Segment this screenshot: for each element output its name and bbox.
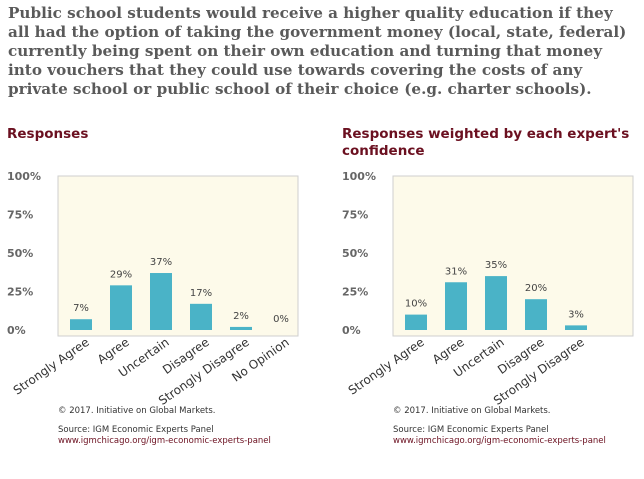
data-label: 29% [110,269,132,280]
bar [150,273,172,330]
x-tick-label: Strongly Agree [11,335,92,398]
y-tick-label: 25% [342,286,368,299]
data-label: 0% [273,314,289,325]
copyright-text: © 2017. Initiative on Global Markets. [58,406,216,416]
data-label: 17% [190,288,212,299]
data-label: 31% [445,266,467,277]
y-tick-label: 50% [342,247,368,260]
source-text: Source: IGM Economic Experts Panel [393,425,549,435]
responses-panel: Responses 100% 75% 50% 25% 0% 7% Strongly Agre… [7,126,307,476]
bar [445,282,467,330]
y-tick-label: 25% [7,286,33,299]
bar [525,299,547,330]
plot-area [392,175,634,337]
y-tick-label: 100% [342,170,376,183]
bar [230,326,252,330]
y-tick-label: 0% [7,324,26,337]
chart-title: Responses [7,126,89,142]
y-tick-label: 75% [7,209,33,222]
weighted-responses-chart: 100%75%50%25%0%10%Strongly Agree31%Agree… [342,170,634,408]
source-text: Source: IGM Economic Experts Panel [58,425,214,435]
data-label: 35% [485,260,507,271]
credits: © 2017. Initiative on Global Markets. So… [393,406,633,447]
responses-chart: 100%75%50%25%0%7%Strongly Agree29%Agree3… [7,170,299,408]
y-tick-label: 50% [7,247,33,260]
credits: © 2017. Initiative on Global Markets. So… [58,406,298,447]
bar [190,303,212,330]
data-label: 3% [568,309,584,320]
bar [70,319,92,330]
bar [485,276,507,330]
data-label: 37% [150,257,172,268]
source-link[interactable]: www.igmchicago.org/igm-economic-experts-… [58,436,271,446]
chart-title: Responses weighted by each expert's conf… [342,126,630,159]
y-tick-label: 0% [342,324,361,337]
data-label: 20% [525,283,547,294]
copyright-text: © 2017. Initiative on Global Markets. [393,406,551,416]
x-tick-label: Strongly Agree [346,335,427,398]
data-label: 2% [233,311,249,322]
plot-area [57,175,299,337]
data-label: 10% [405,299,427,310]
source-link[interactable]: www.igmchicago.org/igm-economic-experts-… [393,436,606,446]
data-label: 7% [73,303,89,314]
y-tick-label: 75% [342,209,368,222]
weighted-responses-panel: Responses weighted by each expert's conf… [342,126,642,476]
bar [110,285,132,330]
question-text: Public school students would receive a h… [8,4,627,98]
y-tick-label: 100% [7,170,41,183]
bar [565,325,587,330]
bar [405,314,427,330]
